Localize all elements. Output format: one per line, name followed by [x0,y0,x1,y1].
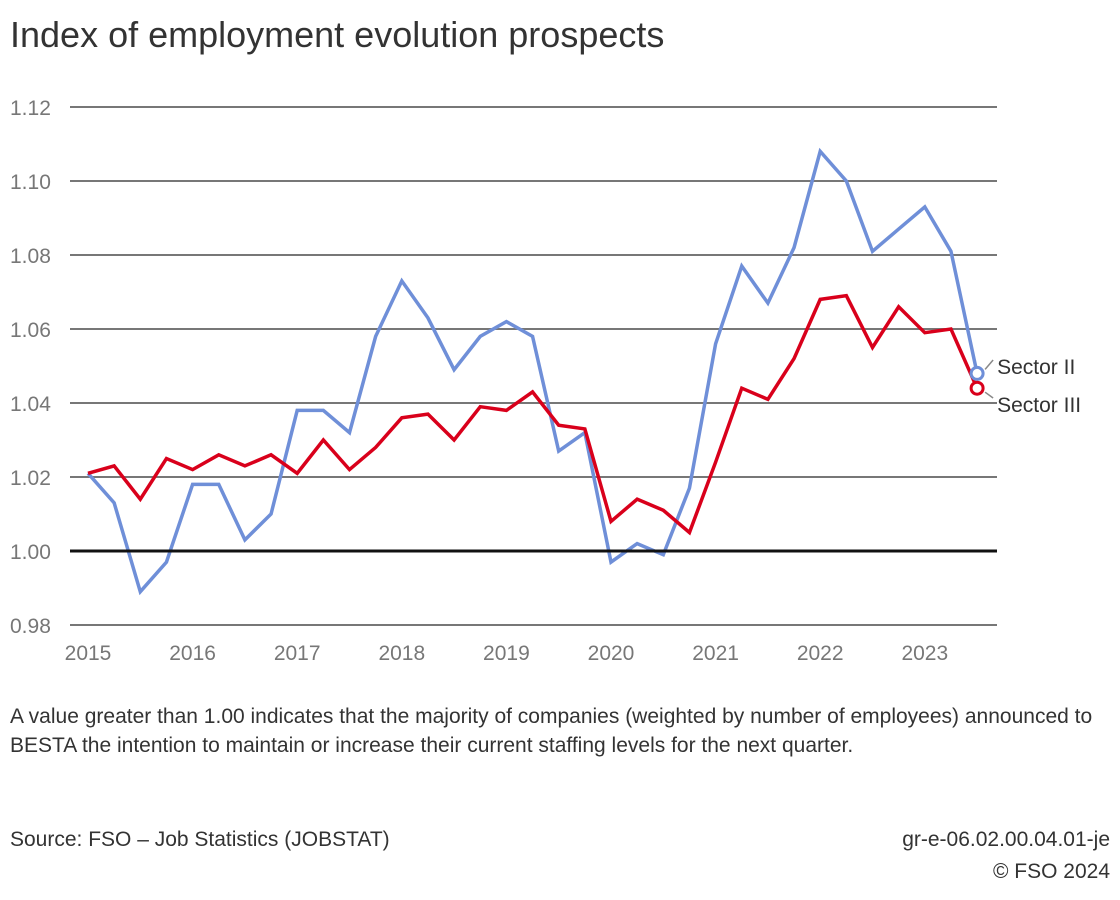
end-marker [969,365,985,381]
chart-title: Index of employment evolution prospects [10,14,665,55]
x-tick-label: 2015 [65,642,112,665]
chart-code: gr-e-06.02.00.04.01-je [902,828,1110,851]
y-tick-label: 1.02 [10,467,51,490]
y-tick-label: 0.98 [10,615,51,638]
x-tick-label: 2023 [901,642,948,665]
label-leader [984,359,994,370]
series-label: Sector III [997,394,1081,417]
x-tick-label: 2020 [588,642,635,665]
end-marker [969,380,985,396]
y-tick-label: 1.08 [10,245,51,268]
x-tick-label: 2022 [797,642,844,665]
chart-note: A value greater than 1.00 indicates that… [10,705,1093,757]
y-tick-label: 1.12 [10,97,51,120]
source-text: Source: FSO – Job Statistics (JOBSTAT) [10,828,390,851]
x-tick-label: 2018 [378,642,425,665]
y-tick-label: 1.06 [10,319,51,342]
x-tick-label: 2016 [169,642,216,665]
y-tick-label: 1.10 [10,171,51,194]
x-tick-label: 2019 [483,642,530,665]
x-tick-label: 2017 [274,642,321,665]
y-tick-label: 1.04 [10,393,51,416]
line-chart: 0.98 1.00 1.02 1.04 1.06 1.08 1.10 1.12 2015 2016… [10,97,1081,665]
series-label: Sector II [997,356,1075,379]
x-tick-label: 2021 [692,642,739,665]
series-line-sector-iii [87,293,979,536]
label-leader [984,391,994,399]
copyright: © FSO 2024 [992,860,1110,883]
y-tick-label: 1.00 [10,541,51,564]
series-line-sector-ii [86,147,979,596]
